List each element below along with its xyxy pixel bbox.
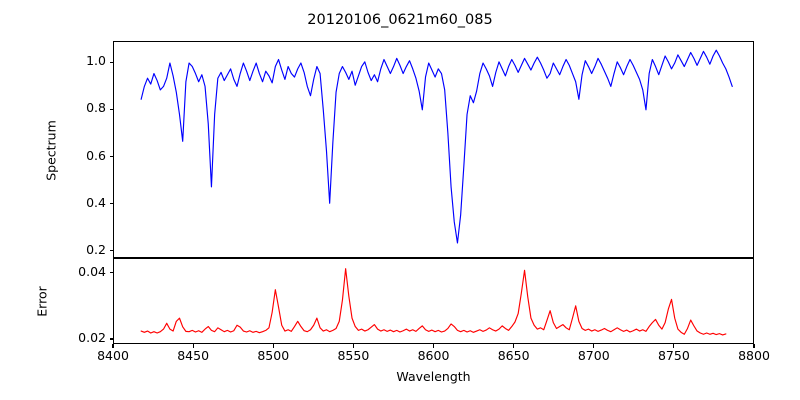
spectrum-line-chart bbox=[114, 42, 753, 257]
spectrum-y-tick-text: 1.0 bbox=[86, 53, 106, 69]
error-y-tick-text: 0.04 bbox=[78, 263, 106, 279]
x-tick-text: 8650 bbox=[497, 348, 530, 363]
error-y-tick-text: 0.02 bbox=[78, 330, 106, 346]
x-tick-mark bbox=[272, 344, 274, 348]
x-tick-text: 8550 bbox=[337, 348, 370, 363]
x-tick-mark bbox=[593, 344, 595, 348]
spectrum-y-tick-mark bbox=[109, 203, 113, 205]
x-axis-label: Wavelength bbox=[396, 369, 471, 384]
spectrum-y-tick-text: 0.4 bbox=[86, 194, 106, 210]
x-tick-mark bbox=[753, 344, 755, 348]
x-tick-text: 8500 bbox=[257, 348, 290, 363]
x-tick-text: 8600 bbox=[417, 348, 450, 363]
error-y-tick-mark bbox=[109, 338, 113, 340]
x-tick-mark bbox=[513, 344, 515, 348]
spectrum-y-axis-label: Spectrum bbox=[43, 119, 59, 181]
x-tick-mark bbox=[192, 344, 194, 348]
spectrum-y-tick-mark bbox=[109, 250, 113, 252]
page-title: 20120106_0621m60_085 bbox=[307, 12, 493, 28]
x-tick-text: 8450 bbox=[177, 348, 210, 363]
spectrum-y-tick-text: 0.2 bbox=[86, 241, 106, 257]
spectrum-y-tick-mark bbox=[109, 108, 113, 110]
x-tick-text: 8800 bbox=[738, 348, 770, 363]
spectrum-y-tick-mark bbox=[109, 156, 113, 158]
spectrum-plot-area bbox=[113, 41, 754, 258]
x-tick-mark bbox=[673, 344, 675, 348]
x-tick-mark bbox=[352, 344, 354, 348]
error-data-line bbox=[141, 269, 726, 335]
spectrum-y-tick-text: 0.6 bbox=[86, 147, 106, 163]
x-tick-text: 8700 bbox=[577, 348, 610, 363]
spectrum-y-tick-mark bbox=[109, 61, 113, 63]
x-tick-mark bbox=[432, 344, 435, 348]
x-tick-mark bbox=[112, 344, 114, 348]
error-y-axis-label: Error bbox=[34, 286, 50, 317]
x-tick-text: 8400 bbox=[97, 348, 129, 363]
error-y-tick-mark bbox=[109, 272, 113, 274]
spectrum-data-line bbox=[141, 50, 732, 243]
error-plot-area bbox=[113, 258, 754, 344]
spectrum-y-tick-text: 0.8 bbox=[86, 100, 106, 116]
error-line-chart bbox=[114, 259, 753, 343]
x-tick-text: 8750 bbox=[657, 348, 690, 363]
